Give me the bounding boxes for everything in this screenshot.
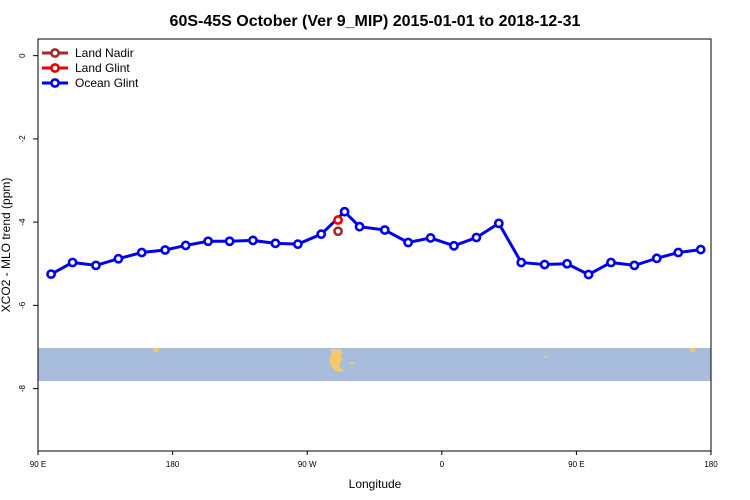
ocean-glint-point [516, 257, 527, 268]
y-tick-label: -2 [18, 135, 27, 143]
legend-swatch-marker [50, 48, 60, 58]
ocean-glint-point [113, 253, 124, 264]
ocean-glint-point [629, 260, 640, 271]
ocean-glint-point [203, 236, 214, 247]
ocean-glint-point [606, 257, 616, 268]
y-axis-label: XCO2 - MLO trend (ppm) [0, 178, 13, 313]
ocean-glint-point [493, 218, 504, 229]
land-glint-point [333, 215, 343, 225]
legend-label: Land Nadir [75, 46, 134, 60]
legend-swatch-marker [50, 63, 60, 73]
plot-frame [37, 38, 712, 452]
x-axis-label: Longitude [349, 477, 402, 491]
y-axis: 0 -2 -4 -6 -8 [18, 53, 38, 392]
ocean-glint-point [403, 237, 414, 248]
ocean-glint-point [562, 258, 572, 269]
x-tick-label: 180 [704, 460, 718, 469]
ocean-glint-point [248, 235, 258, 246]
landmass-shape [544, 356, 548, 358]
map-strip [38, 348, 711, 381]
x-tick-label: 90 E [568, 460, 584, 469]
chart-title: 60S-45S October (Ver 9_MIP) 2015-01-01 t… [170, 13, 581, 30]
ocean-glint-point [539, 259, 550, 270]
ocean-glint-point [67, 257, 78, 268]
y-tick-label: 0 [18, 53, 27, 58]
series-ocean-glint [46, 206, 706, 280]
ocean-glint-point [673, 247, 684, 258]
landmass-shape [350, 362, 354, 364]
land-nadir-point [333, 226, 343, 237]
legend-item-ocean-glint: Ocean Glint [42, 76, 139, 90]
legend-swatch-marker [50, 78, 60, 88]
ocean-glint-point [160, 245, 171, 255]
x-axis: 90 E 180 90 W 0 90 E 180 [30, 451, 718, 469]
ocean-glint-point [449, 240, 459, 251]
ocean-glint-point [379, 225, 390, 235]
ocean-glint-point [425, 233, 436, 243]
legend-item-land-glint: Land Glint [42, 61, 130, 75]
y-tick-label: -8 [18, 384, 27, 392]
series-land-glint [333, 215, 343, 225]
legend-item-land-nadir: Land Nadir [42, 46, 134, 60]
x-tick-label: 90 W [298, 460, 317, 469]
ocean-glint-line [50, 209, 701, 277]
ocean-band [38, 348, 711, 381]
x-tick-label: 90 E [30, 460, 46, 469]
ocean-glint-point [46, 269, 56, 280]
legend-label: Land Glint [75, 61, 130, 75]
x-tick-label: 180 [166, 460, 180, 469]
landmass-shape [153, 348, 159, 352]
ocean-glint-point [136, 247, 147, 258]
x-tick-label: 0 [440, 460, 445, 469]
series-land-nadir [333, 226, 343, 237]
ocean-glint-point [292, 239, 303, 250]
ocean-glint-point [316, 229, 327, 240]
ocean-glint-point [224, 236, 235, 247]
legend-label: Ocean Glint [75, 76, 139, 90]
ocean-glint-point [651, 253, 662, 264]
ocean-glint-point [180, 240, 191, 251]
y-tick-label: -4 [18, 218, 27, 226]
ocean-glint-point [91, 260, 101, 271]
landmass-shape [690, 348, 696, 352]
ocean-glint-point [270, 238, 281, 249]
ocean-glint-point [583, 269, 594, 280]
series-layer [46, 206, 706, 280]
ocean-glint-point [695, 244, 706, 255]
ocean-glint-point [354, 221, 365, 232]
y-tick-label: -6 [18, 301, 27, 309]
ocean-glint-point [471, 232, 482, 243]
landmass-shape [329, 349, 344, 372]
ocean-glint-point [339, 206, 350, 217]
